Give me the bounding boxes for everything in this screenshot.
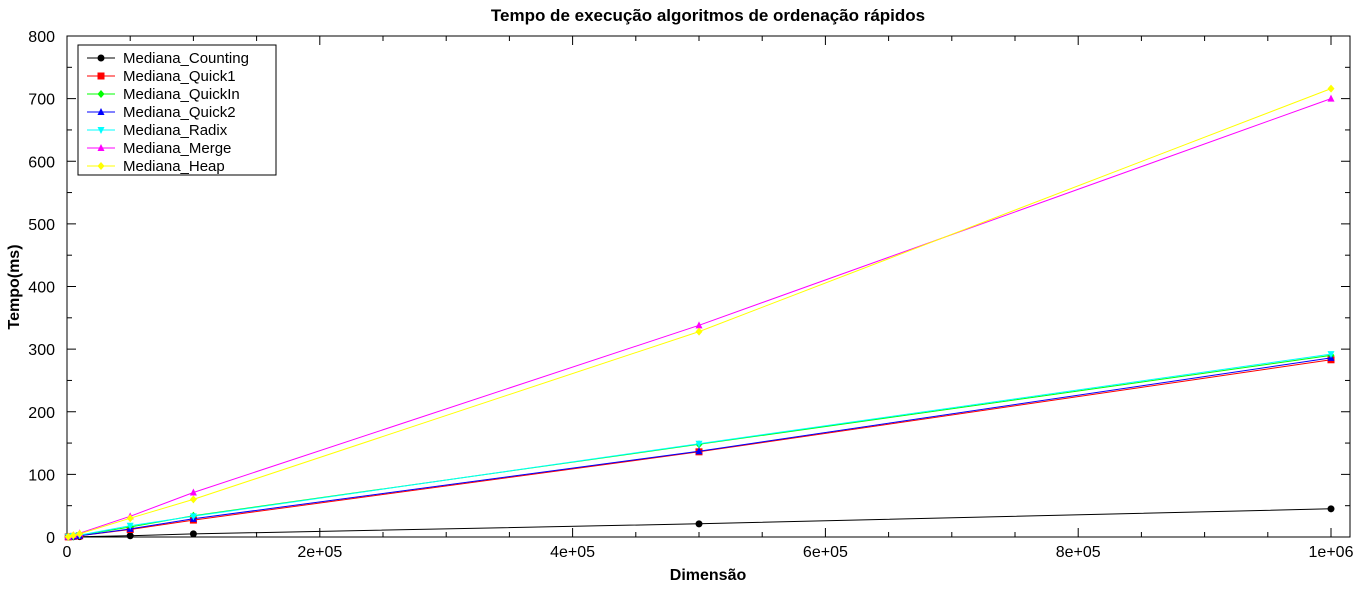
legend-item: Mediana_Radix (87, 122, 228, 139)
x-tick-label: 8e+05 (1056, 544, 1101, 561)
data-point (1327, 351, 1335, 359)
series-mediana-heap (64, 84, 1335, 541)
legend-swatch-marker (97, 108, 105, 115)
legend-swatch-marker (97, 127, 105, 134)
data-point (695, 447, 703, 455)
data-point (126, 522, 134, 530)
data-point (695, 520, 703, 528)
data-point (126, 514, 134, 523)
legend-item: Mediana_QuickIn (87, 86, 240, 103)
data-point (189, 513, 197, 521)
data-point (64, 532, 72, 541)
legend-box (77, 44, 277, 176)
data-point (695, 321, 703, 329)
x-axis-ticks: 0 2e+05 4e+05 6e+05 8e+05 1e+06 (63, 36, 1354, 561)
data-point (695, 327, 703, 336)
y-tick-label: 100 (28, 467, 55, 484)
y-tick-label: 0 (46, 530, 55, 547)
x-tick-label: 0 (63, 544, 72, 561)
data-point (189, 488, 197, 496)
legend-swatch-marker (97, 162, 105, 170)
chart-title: Tempo de execução algoritmos de ordenaçã… (491, 6, 925, 25)
x-axis-label: Dimensão (670, 567, 747, 584)
legend-item: Mediana_Merge (87, 140, 231, 157)
x-tick-label: 4e+05 (550, 544, 595, 561)
y-axis-label: Tempo(ms) (6, 244, 23, 329)
y-tick-label: 200 (28, 405, 55, 422)
x-tick-label: 2e+05 (297, 544, 342, 561)
legend-label: Mediana_Radix (123, 122, 228, 139)
legend-label: Mediana_Quick2 (123, 104, 236, 121)
legend-swatch-marker (97, 90, 105, 98)
legend: Mediana_CountingMediana_Quick1Mediana_Qu… (77, 44, 277, 176)
y-tick-label: 700 (28, 92, 55, 109)
y-axis-ticks: 0 100 200 300 400 500 600 700 800 (28, 29, 1350, 547)
y-tick-label: 400 (28, 280, 55, 297)
series-layer (64, 84, 1335, 541)
x-tick-label: 1e+06 (1309, 544, 1354, 561)
data-point (189, 530, 197, 538)
data-point (126, 532, 134, 540)
legend-item: Mediana_Quick2 (87, 104, 236, 121)
legend-label: Mediana_Quick1 (123, 68, 236, 85)
data-point (1327, 94, 1335, 102)
y-tick-label: 300 (28, 342, 55, 359)
legend-label: Mediana_Merge (123, 140, 231, 157)
legend-label: Mediana_Heap (123, 158, 225, 175)
y-tick-label: 800 (28, 29, 55, 46)
data-point (1327, 84, 1335, 93)
legend-item: Mediana_Quick1 (87, 68, 236, 85)
legend-label: Mediana_Counting (123, 50, 249, 67)
legend-swatch-marker (97, 54, 105, 62)
data-point (695, 440, 703, 448)
data-point (76, 529, 84, 538)
y-tick-label: 500 (28, 217, 55, 234)
data-point (189, 495, 197, 504)
legend-label: Mediana_QuickIn (123, 86, 240, 103)
x-tick-label: 6e+05 (803, 544, 848, 561)
data-point (1327, 505, 1335, 513)
legend-item: Mediana_Heap (87, 158, 225, 175)
series-mediana-radix (64, 351, 1335, 541)
legend-item: Mediana_Counting (87, 50, 249, 67)
legend-swatch-marker (97, 144, 105, 151)
data-point (69, 531, 77, 540)
y-tick-label: 600 (28, 154, 55, 171)
legend-swatch-marker (97, 72, 105, 80)
